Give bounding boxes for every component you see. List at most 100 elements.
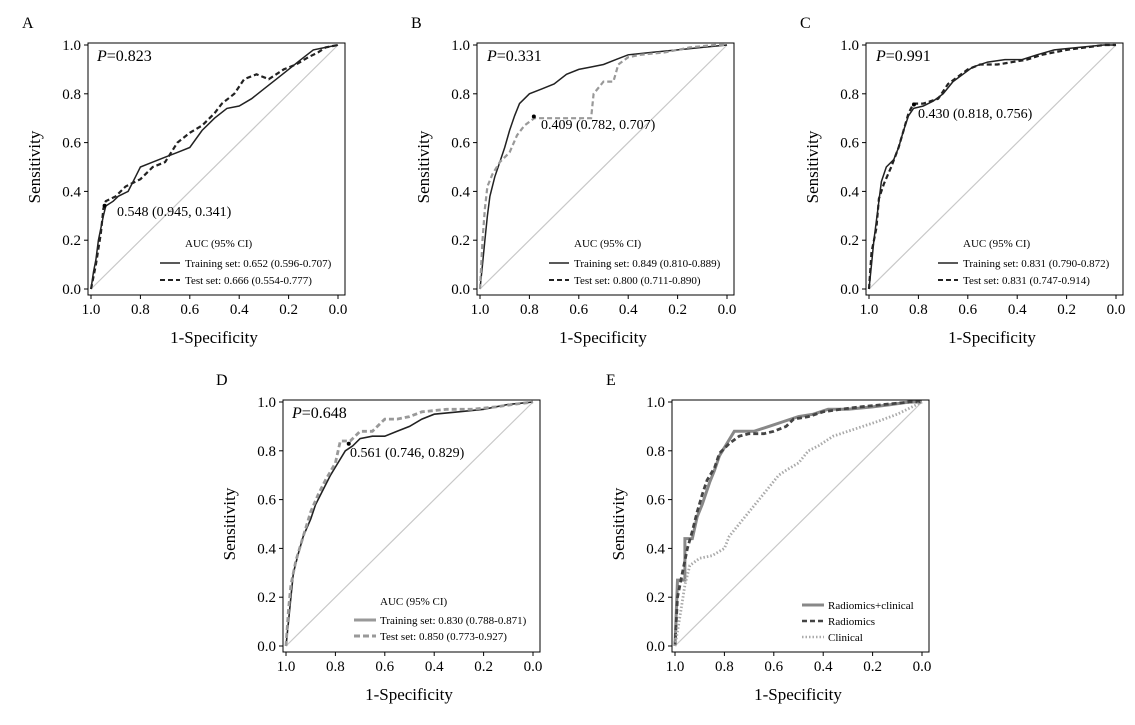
y-tick-label-a: 0.0 — [62, 282, 81, 298]
reference-diagonal-c — [868, 44, 1117, 290]
x-ticks-b: 1.0 0.8 0.6 0.4 0.2 0.0 — [471, 295, 736, 318]
y-tick-label-b: 0.6 — [451, 136, 470, 152]
p-prefix-d: P — [291, 405, 302, 422]
x-tick-label-e: 1.0 — [666, 659, 685, 675]
y-tick-label-d: 0.4 — [257, 541, 276, 557]
x-ticks-d: 1.0 0.8 0.6 0.4 0.2 0.0 — [277, 652, 543, 675]
plot-frame-e — [671, 399, 930, 653]
x-tick-label-a: 0.6 — [180, 302, 199, 318]
p-value-d: P=0.648 — [291, 405, 347, 422]
legend-label-c-test: Test set: 0.831 (0.747-0.914) — [963, 275, 1090, 287]
legend-label-e-clinical: Clinical — [828, 632, 863, 644]
annotation-d: 0.561 (0.746, 0.829) — [350, 446, 465, 461]
plot-frame-d — [282, 399, 541, 653]
x-axis-label-a: 1-Specificity — [170, 328, 258, 347]
y-tick-label-d: 0.8 — [257, 444, 276, 460]
p-value-c: P=0.991 — [875, 48, 931, 65]
legend-label-e-combined: Radiomics+clinical — [828, 600, 914, 612]
y-axis-label-d: Sensitivity — [220, 487, 239, 560]
p-number-b: =0.331 — [497, 48, 542, 65]
x-tick-label-d: 0.0 — [524, 659, 543, 675]
panel-label-b: B — [411, 15, 422, 32]
y-tick-label-a: 0.8 — [62, 87, 81, 103]
x-tick-label-c: 0.4 — [1008, 302, 1027, 318]
y-tick-label-a: 0.4 — [62, 184, 81, 200]
x-tick-label-e: 0.4 — [814, 659, 833, 675]
cutoff-point-b — [531, 114, 536, 119]
p-number-d: =0.648 — [302, 405, 347, 422]
reference-diagonal-b — [479, 44, 728, 290]
y-tick-label-a: 0.6 — [62, 136, 81, 152]
legend-label-d-training: Training set: 0.830 (0.788-0.871) — [380, 615, 527, 627]
legend-label-e-radiomics: Radiomics — [828, 616, 875, 628]
panel-e: E 0.00.20.40.60.81.0 1.0 0.8 0.6 0.4 0.2 0.0 … — [606, 372, 931, 704]
y-tick-label-d: 0.2 — [257, 590, 276, 606]
p-number-a: =0.823 — [107, 48, 152, 65]
x-axis-label-b: 1-Specificity — [559, 328, 647, 347]
x-tick-label-e: 0.6 — [764, 659, 783, 675]
x-tick-label-a: 0.2 — [279, 302, 298, 318]
x-tick-label-c: 0.8 — [909, 302, 928, 318]
series-group-c — [867, 43, 1116, 290]
x-tick-label-b: 0.8 — [520, 302, 539, 318]
plot-frame-b — [476, 42, 735, 296]
legend-title-d: AUC (95% CI) — [380, 596, 448, 608]
legend-label-b-test: Test set: 0.800 (0.711-0.890) — [574, 275, 701, 287]
y-tick-label-e: 0.2 — [646, 590, 665, 606]
x-ticks-c: 1.0 0.8 0.6 0.4 0.2 0.0 — [860, 295, 1126, 318]
legend-title-b: AUC (95% CI) — [574, 238, 642, 250]
x-axis-label-d: 1-Specificity — [365, 685, 453, 704]
annotation-c: 0.430 (0.818, 0.756) — [918, 107, 1033, 122]
x-tick-label-d: 0.4 — [425, 659, 444, 675]
y-tick-label-e: 0.8 — [646, 444, 665, 460]
x-tick-label-a: 0.0 — [329, 302, 348, 318]
x-tick-label-e: 0.2 — [863, 659, 882, 675]
y-tick-label-a: 1.0 — [62, 38, 81, 54]
series-group-d — [284, 400, 534, 647]
y-tick-label-e: 1.0 — [646, 395, 665, 411]
y-tick-label-b: 0.2 — [451, 233, 470, 249]
x-ticks-a: 1.0 0.8 0.6 0.4 0.2 0.0 — [82, 295, 348, 318]
x-tick-label-d: 0.2 — [474, 659, 493, 675]
roc-curve-a-1 — [89, 43, 339, 290]
x-tick-label-a: 1.0 — [82, 302, 101, 318]
x-tick-label-c: 0.0 — [1107, 302, 1126, 318]
panel-a: A 0.00.20.40.60.81.0 1.0 0.8 0.6 0.4 0.2 0.0 … — [22, 15, 347, 347]
plot-frame-c — [865, 42, 1124, 296]
x-axis-label-c: 1-Specificity — [948, 328, 1036, 347]
y-axis-label-c: Sensitivity — [803, 130, 822, 203]
x-tick-label-b: 0.2 — [668, 302, 687, 318]
y-ticks-a: 0.0 0.2 0.4 0.6 0.8 1.0 — [62, 38, 88, 298]
legend-title-a: AUC (95% CI) — [185, 238, 253, 250]
y-ticks-c: 0.0 0.2 0.4 0.6 0.8 1.0 — [840, 38, 866, 298]
x-tick-label-e: 0.8 — [715, 659, 734, 675]
y-tick-label-b: 0.4 — [451, 184, 470, 200]
x-tick-label-d: 0.8 — [326, 659, 345, 675]
roc-curve-c-1 — [867, 43, 1116, 290]
plot-frame-a — [87, 42, 346, 296]
y-tick-label-d: 0.6 — [257, 493, 276, 509]
y-tick-label-c: 0.8 — [840, 87, 859, 103]
annotation-b: 0.409 (0.782, 0.707) — [541, 118, 656, 133]
y-axis-label-e: Sensitivity — [609, 487, 628, 560]
cutoff-point-c — [911, 102, 916, 107]
panel-label-c: C — [800, 15, 811, 32]
roc-curve-e-1 — [673, 400, 922, 647]
panel-label-e: E — [606, 372, 616, 389]
x-tick-label-b: 0.6 — [569, 302, 588, 318]
series-group-a — [89, 43, 339, 290]
p-number-c: =0.991 — [886, 48, 931, 65]
y-tick-label-a: 0.2 — [62, 233, 81, 249]
p-prefix-a: P — [96, 48, 107, 65]
roc-curve-d-1 — [284, 400, 534, 647]
y-tick-label-c: 0.6 — [840, 136, 859, 152]
p-prefix-c: P — [875, 48, 886, 65]
y-tick-label-c: 1.0 — [840, 38, 859, 54]
series-group-e — [673, 400, 923, 647]
cutoff-point-a — [102, 203, 107, 208]
panel-label-d: D — [216, 372, 228, 389]
reference-diagonal-a — [90, 44, 339, 290]
y-tick-label-b: 0.8 — [451, 87, 470, 103]
y-tick-label-d: 0.0 — [257, 639, 276, 655]
